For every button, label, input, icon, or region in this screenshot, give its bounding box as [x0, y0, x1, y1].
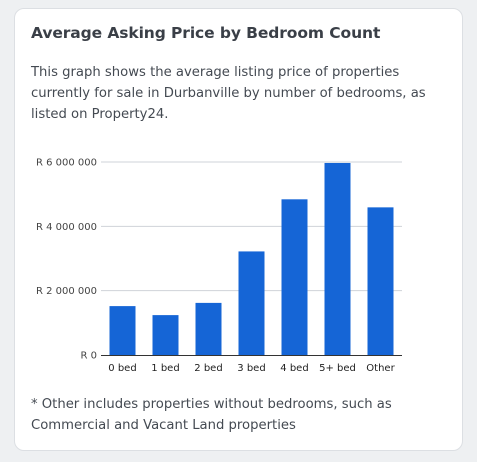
- y-tick-label: R 6 000 000: [36, 158, 97, 169]
- chart-description: This graph shows the average listing pri…: [31, 65, 426, 122]
- bar: [324, 162, 351, 355]
- bar: [109, 306, 136, 355]
- x-tick-label: 4 bed: [280, 363, 308, 374]
- chart-title: Average Asking Price by Bedroom Count: [31, 24, 381, 42]
- bar: [238, 251, 265, 355]
- x-tick-label: 0 bed: [108, 363, 136, 374]
- bar: [195, 302, 222, 355]
- x-tick-label: 5+ bed: [319, 363, 356, 374]
- x-tick-label: 2 bed: [194, 363, 222, 374]
- y-tick-label: R 0: [81, 351, 98, 362]
- x-tick-label: 1 bed: [151, 363, 179, 374]
- bar: [367, 207, 394, 355]
- bar: [152, 315, 179, 355]
- x-tick-label: Other: [366, 363, 395, 374]
- chart-card: Average Asking Price by Bedroom Count Th…: [14, 8, 463, 451]
- x-tick-label: 3 bed: [237, 363, 265, 374]
- bar: [281, 199, 308, 355]
- footnote: * Other includes properties without bedr…: [31, 397, 392, 433]
- y-tick-label: R 4 000 000: [36, 222, 97, 233]
- bar-chart-svg: R 0 R 2 000 000 R 4 000 000 R 6 000 000 0 be…: [36, 158, 402, 374]
- y-tick-label: R 2 000 000: [36, 286, 97, 297]
- bar-chart: R 0 R 2 000 000 R 4 000 000 R 6 000 000 0 be…: [15, 154, 464, 384]
